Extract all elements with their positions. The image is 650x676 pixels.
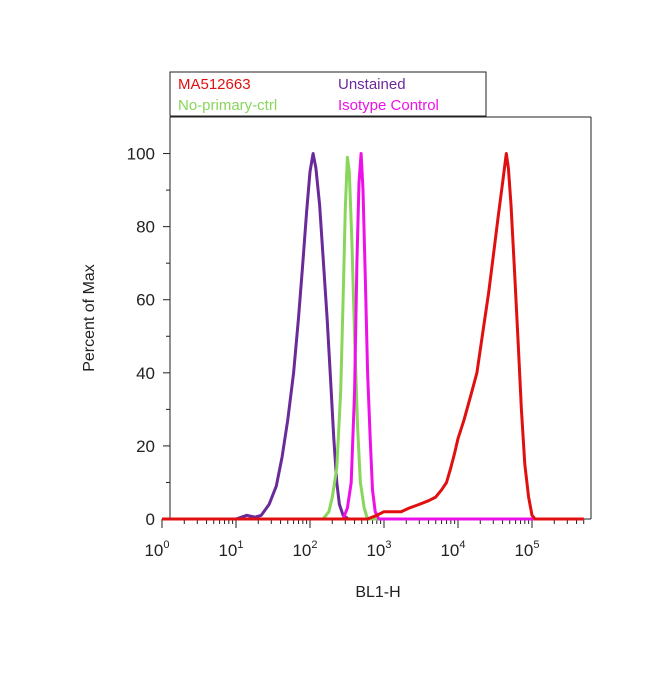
y-tick-label: 80 [136, 218, 155, 237]
x-tick-exponent: 3 [385, 539, 391, 551]
legend-box [169, 71, 487, 117]
x-tick-base: 10 [144, 541, 163, 560]
x-tick-base: 10 [218, 541, 237, 560]
x-axis-title: BL1-H [355, 584, 400, 601]
legend-entry-unstained: Unstained [338, 76, 406, 93]
x-tick-label: 101 [218, 539, 243, 560]
series-line-no-primary-ctrl [162, 155, 584, 521]
series-layer [162, 152, 584, 521]
series-line-isotype-control [162, 152, 584, 521]
legend-entry-isotype-control: Isotype Control [338, 97, 439, 114]
y-tick-label: 40 [136, 364, 155, 383]
x-tick-exponent: 1 [237, 539, 243, 551]
y-axis: 0 20 40 60 80 100 [127, 117, 171, 529]
x-tick-base: 10 [292, 541, 311, 560]
x-tick-label: 105 [514, 539, 539, 560]
x-tick-base: 10 [440, 541, 459, 560]
x-axis: 100 101 102 103 104 105 [144, 518, 591, 560]
y-tick-label: 100 [127, 145, 155, 164]
plot-frame [169, 116, 592, 519]
x-tick-exponent: 4 [459, 539, 465, 551]
legend-entry-no-primary-ctrl: No-primary-ctrl [178, 97, 277, 114]
series-line-ma512663 [162, 152, 584, 521]
x-tick-exponent: 0 [163, 539, 169, 551]
x-tick-label: 103 [366, 539, 391, 560]
x-tick-label: 100 [144, 539, 169, 560]
y-tick-label: 0 [146, 510, 155, 529]
legend: MA512663 Unstained No-primary-ctrl Isoty… [169, 71, 487, 117]
x-tick-label: 102 [292, 539, 317, 560]
x-tick-base: 10 [366, 541, 385, 560]
y-tick-label: 60 [136, 291, 155, 310]
x-tick-exponent: 2 [311, 539, 317, 551]
y-axis-title: Percent of Max [81, 264, 98, 372]
x-tick-base: 10 [514, 541, 533, 560]
x-tick-exponent: 5 [533, 539, 539, 551]
x-tick-label: 104 [440, 539, 465, 560]
y-tick-label: 20 [136, 437, 155, 456]
legend-entry-ma512663: MA512663 [178, 76, 251, 93]
